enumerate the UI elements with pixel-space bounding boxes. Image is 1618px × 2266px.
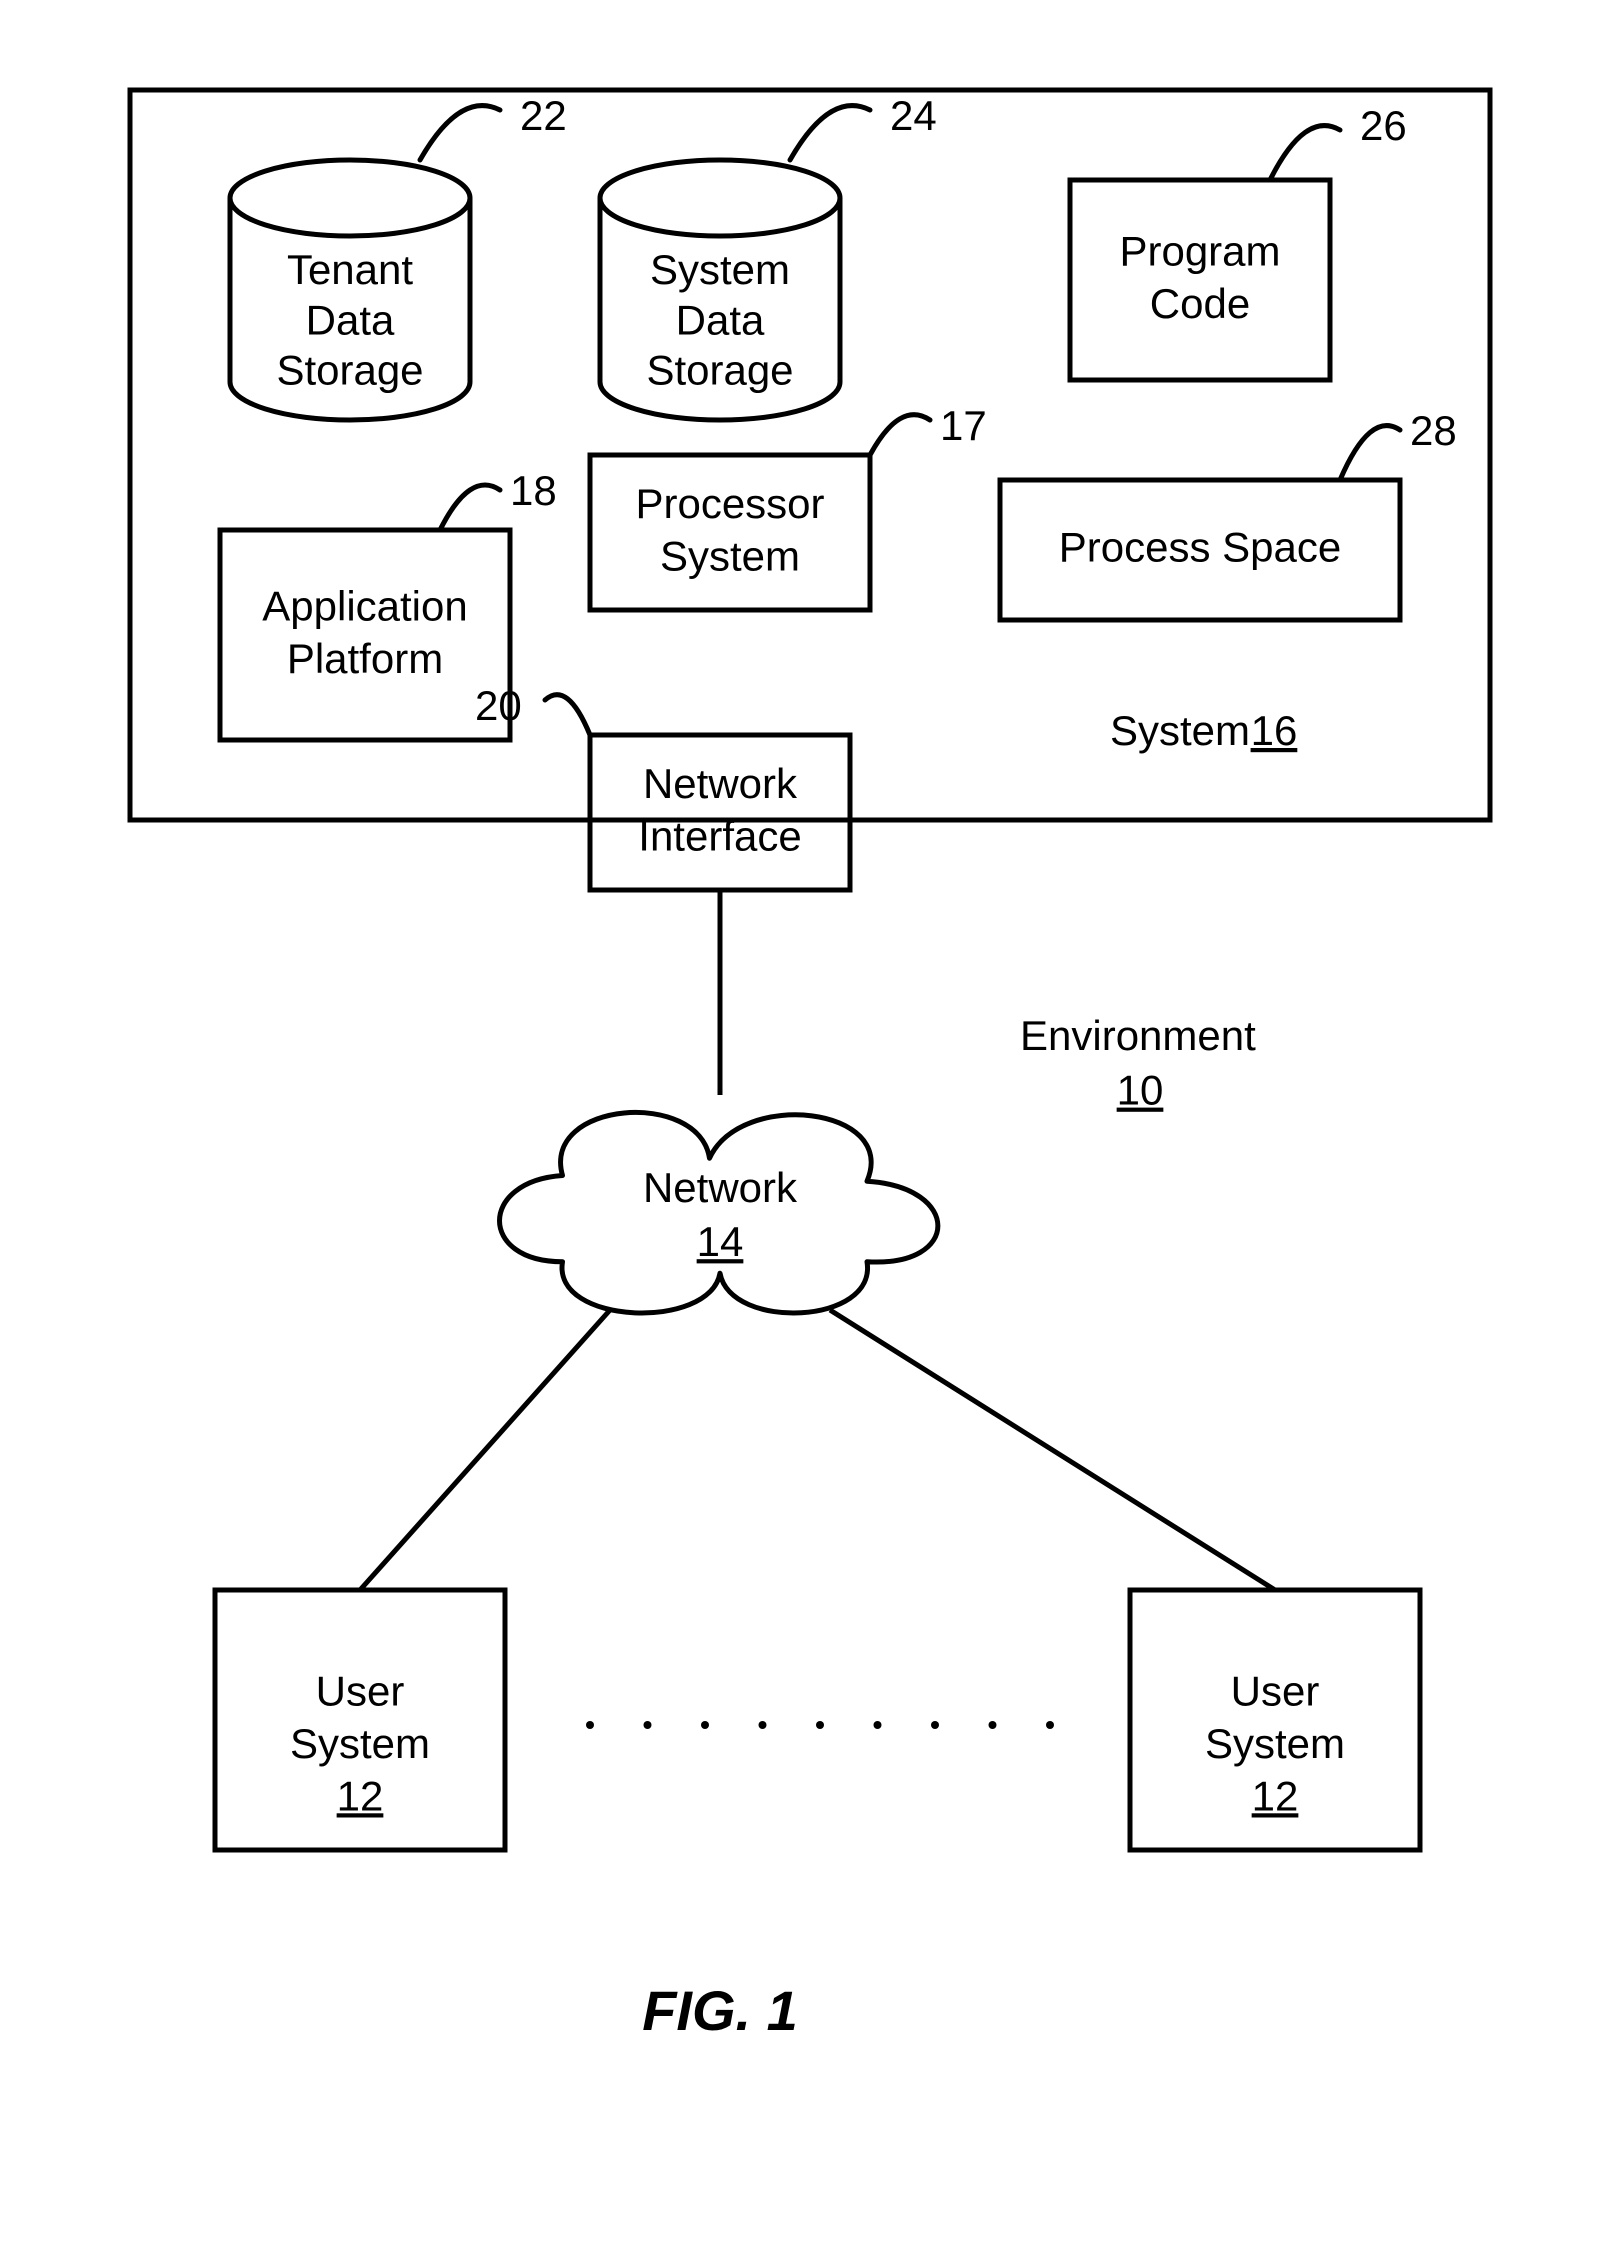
system_storage-text: Data [676,296,765,343]
program_code-text: Code [1150,280,1250,327]
processor_system-text: Processor [635,480,824,527]
application_platform-ref: 18 [510,467,557,514]
leader [545,695,590,735]
system_storage-text: Storage [646,347,793,394]
leader [1270,126,1340,180]
program_code-ref: 26 [1360,102,1407,149]
ellipsis-dot [931,1721,939,1729]
user_system_right-num: 12 [1252,1772,1299,1819]
process_space-ref: 28 [1410,407,1457,454]
network-cloud-num: 14 [697,1218,744,1265]
tenant_storage-text: Storage [276,347,423,394]
leader [440,485,500,530]
leader [870,415,930,455]
application_platform-text: Platform [287,635,443,682]
leader [1340,426,1400,480]
figure-caption: FIG. 1 [642,1979,798,2042]
leader [790,106,870,160]
connector [830,1310,1275,1590]
system-label: System16 [1110,707,1297,754]
ellipsis-dot [989,1721,997,1729]
environment-num: 10 [1117,1067,1164,1114]
user_system_right-text: System [1205,1720,1345,1767]
network_interface-ref: 20 [475,682,522,729]
user_system_right-text: User [1231,1667,1320,1714]
program_code-text: Program [1119,227,1280,274]
tenant_storage-text: Tenant [287,246,413,293]
ellipsis-dot [644,1721,652,1729]
application_platform-text: Application [262,582,467,629]
system-diagram: System16TenantDataStorage22SystemDataSto… [0,0,1618,2266]
processor_system-text: System [660,532,800,579]
tenant_storage-ref: 22 [520,92,567,139]
ellipsis-dot [759,1721,767,1729]
network_interface-text: Interface [638,812,801,859]
ellipsis-dot [1046,1721,1054,1729]
network_interface-text: Network [643,760,798,807]
system_storage-text: System [650,246,790,293]
tenant_storage-text: Data [306,296,395,343]
system-label-text: System [1110,707,1250,754]
user_system_left-text: User [316,1667,405,1714]
ellipsis-dot [816,1721,824,1729]
connector [360,1310,610,1590]
ellipsis-dot [586,1721,594,1729]
network-cloud [500,1112,938,1313]
user_system_left-num: 12 [337,1772,384,1819]
system_storage-ref: 24 [890,92,937,139]
processor_system-ref: 17 [940,402,987,449]
ellipsis-dot [874,1721,882,1729]
leader [420,106,500,160]
user_system_left-text: System [290,1720,430,1767]
ellipsis-dot [701,1721,709,1729]
process_space-text: Process Space [1059,524,1341,571]
network-cloud-label: Network [643,1164,798,1211]
system-label-num: 16 [1251,707,1298,754]
environment-label: Environment [1020,1012,1256,1059]
